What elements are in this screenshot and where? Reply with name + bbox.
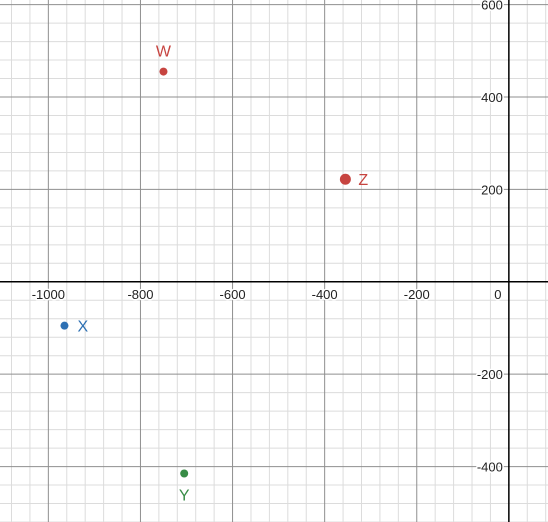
point-x — [60, 321, 69, 330]
tick-labels: -1000 -800 -600 -400 -200 0 600 400 200 -200 -400 — [30, 0, 504, 476]
x-tick-label: -400 — [312, 287, 338, 302]
point-label-y: Y — [179, 487, 190, 504]
x-tick-label: -1000 — [32, 287, 65, 302]
point-y — [180, 469, 189, 478]
x-tick-label: -800 — [127, 287, 153, 302]
y-tick-label: 600 — [481, 0, 503, 13]
y-tick-label: 400 — [481, 90, 503, 105]
point-w — [159, 67, 168, 76]
data-points: W Z X Y — [60, 44, 368, 504]
y-tick-label: -200 — [477, 367, 503, 382]
y-tick-label: -400 — [477, 460, 503, 475]
y-tick-label: 200 — [481, 182, 503, 197]
point-label-z: Z — [358, 172, 368, 189]
point-z — [339, 173, 351, 185]
x-tick-label: -200 — [404, 287, 430, 302]
x-tick-label: -600 — [220, 287, 246, 302]
x-tick-label: 0 — [494, 287, 501, 302]
point-label-w: W — [156, 44, 172, 61]
point-label-x: X — [77, 319, 88, 336]
